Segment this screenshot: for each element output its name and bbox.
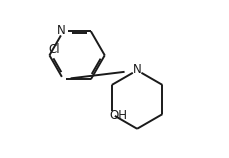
Text: N: N bbox=[57, 24, 65, 37]
Text: N: N bbox=[132, 63, 141, 76]
Text: Cl: Cl bbox=[48, 43, 60, 56]
Text: OH: OH bbox=[109, 109, 127, 122]
